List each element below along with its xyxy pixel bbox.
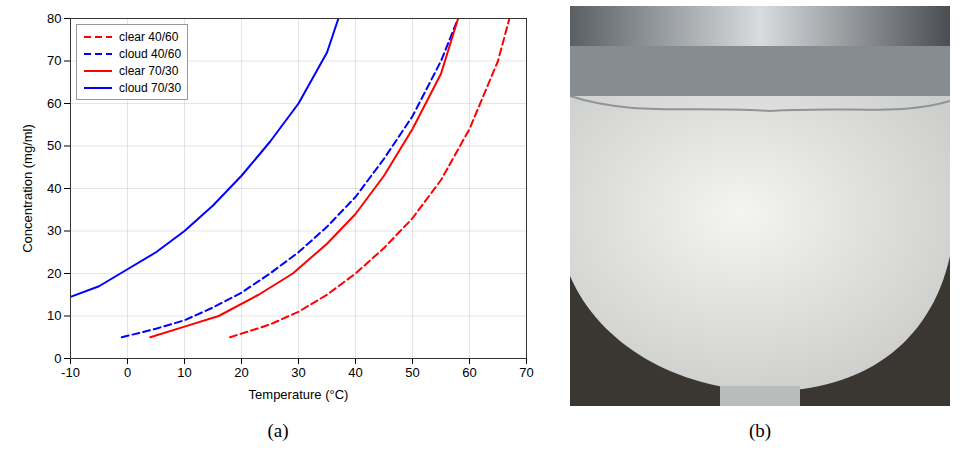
- svg-text:60: 60: [462, 365, 476, 380]
- svg-text:70: 70: [47, 53, 61, 68]
- html-text:cloud 40/60: cloud 40/60: [119, 46, 182, 61]
- svg-text:20: 20: [234, 365, 248, 380]
- svg-text:40: 40: [47, 181, 61, 196]
- svg-text:30: 30: [291, 365, 305, 380]
- svg-text:10: 10: [47, 308, 61, 323]
- svg-text:20: 20: [47, 266, 61, 281]
- svg-text:0: 0: [54, 351, 61, 366]
- svg-text:80: 80: [47, 11, 61, 26]
- svg-text:50: 50: [47, 138, 61, 153]
- html-text:clear 40/60: clear 40/60: [119, 29, 179, 44]
- html-text:cloud 70/30: cloud 70/30: [119, 80, 182, 95]
- svg-text:60: 60: [47, 96, 61, 111]
- svg-text:50: 50: [405, 365, 419, 380]
- html-text:(a): (a): [267, 420, 289, 441]
- svg-text:Temperature (°C): Temperature (°C): [249, 387, 349, 402]
- svg-text:70: 70: [519, 365, 533, 380]
- svg-text:-10: -10: [61, 365, 80, 380]
- html-text:(b): (b): [748, 420, 772, 441]
- svg-text:10: 10: [177, 365, 191, 380]
- svg-text:0: 0: [124, 365, 131, 380]
- svg-text:30: 30: [47, 223, 61, 238]
- html-text:clear 70/30: clear 70/30: [119, 63, 179, 78]
- svg-text:40: 40: [348, 365, 362, 380]
- svg-text:Concentration (mg/ml): Concentration (mg/ml): [20, 124, 35, 253]
